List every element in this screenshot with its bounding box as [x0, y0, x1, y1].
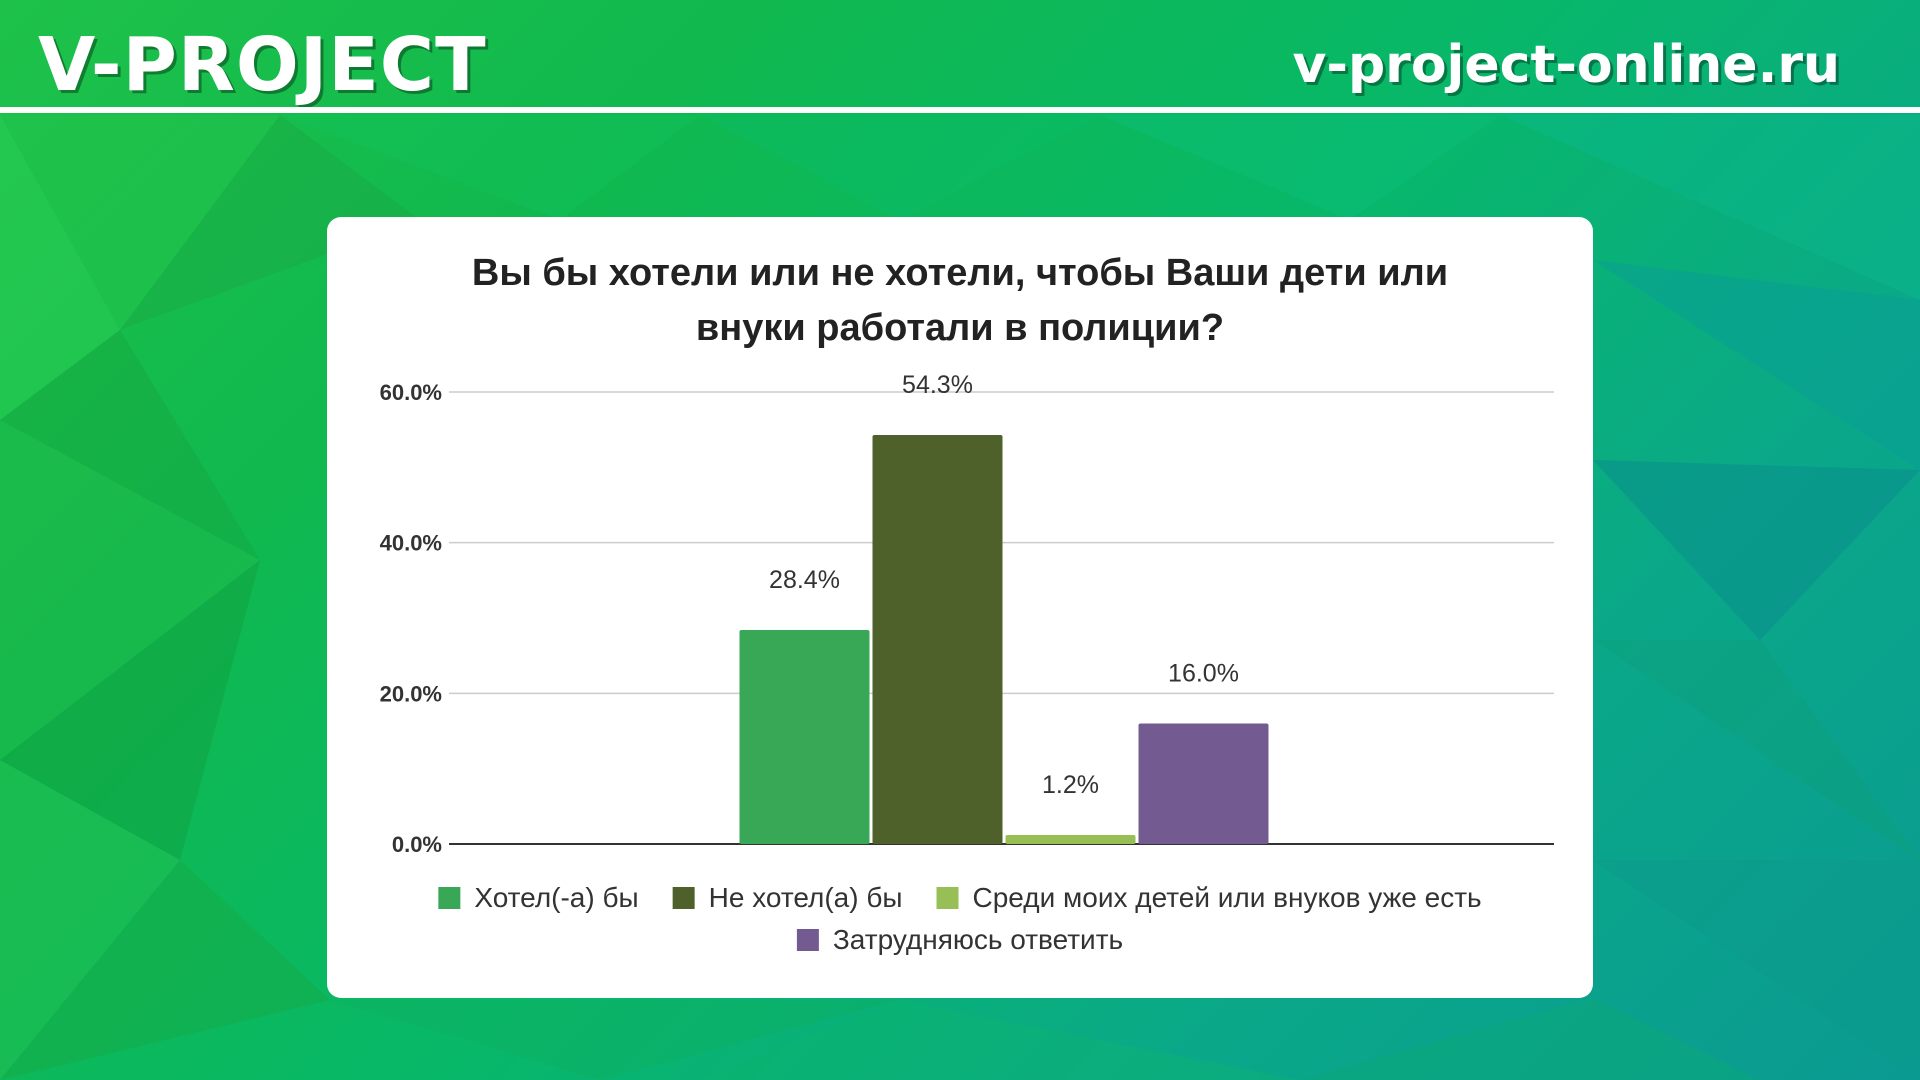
chart-legend: Хотел(-а) бы Не хотел(а) бы Среди моих дет…: [438, 882, 1482, 955]
bar: [1005, 834, 1136, 844]
site-logo[interactable]: V-PROJECT: [38, 22, 487, 108]
site-url[interactable]: v-project-online.ru: [1292, 35, 1840, 95]
legend-label: Хотел(-а) бы: [474, 882, 638, 913]
legend-swatch: [936, 887, 959, 909]
y-tick-label: 20.0%: [380, 681, 442, 706]
data-labels: 28.4% 54.3% 1.2% 16.0%: [769, 371, 1239, 799]
y-tick-label: 40.0%: [380, 531, 442, 556]
chart-title-line: Вы бы хотели или не хотели, чтобы Ваши д…: [472, 252, 1448, 294]
legend-swatch: [438, 887, 461, 909]
chart-bars: [739, 434, 1269, 844]
y-tick-label: 60.0%: [380, 380, 442, 405]
bar-value-label: 16.0%: [1168, 659, 1239, 687]
bar: [872, 434, 1003, 844]
y-tick-label: 0.0%: [392, 832, 442, 857]
chart-card: Вы бы хотели или не хотели, чтобы Ваши д…: [327, 217, 1593, 998]
legend-label: Не хотел(а) бы: [709, 882, 903, 913]
bar: [1138, 723, 1269, 844]
legend-label: Среди моих детей или внуков уже есть: [973, 882, 1482, 913]
bar-chart: Вы бы хотели или не хотели, чтобы Ваши д…: [380, 252, 1554, 955]
legend-label: Затрудняюсь ответить: [833, 924, 1123, 955]
bar-value-label: 54.3%: [902, 371, 973, 399]
y-axis-ticks: 0.0% 20.0% 40.0% 60.0%: [380, 380, 442, 857]
chart-title-line: внуки работали в полиции?: [696, 307, 1224, 349]
legend-swatch: [672, 887, 695, 909]
bar-value-label: 1.2%: [1042, 771, 1099, 799]
bar-value-label: 28.4%: [769, 566, 840, 594]
chart-title: Вы бы хотели или не хотели, чтобы Ваши д…: [472, 252, 1448, 349]
bar: [739, 630, 870, 844]
header-divider: [0, 107, 1920, 113]
legend-swatch: [796, 929, 819, 951]
